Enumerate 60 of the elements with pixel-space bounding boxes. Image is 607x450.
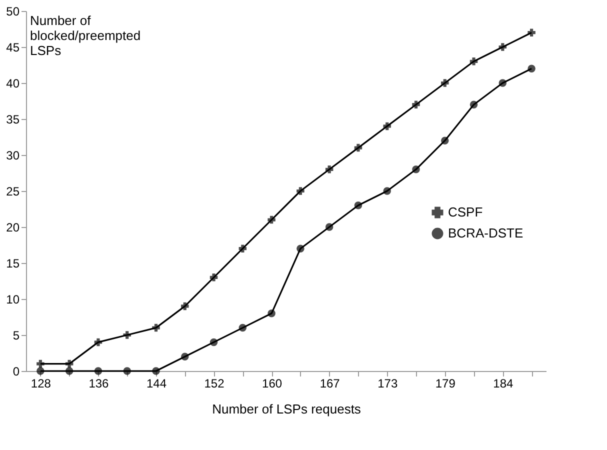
y-tick-label: 45 <box>6 40 20 54</box>
y-tick-label: 50 <box>6 4 20 18</box>
x-tick-label: 173 <box>378 376 398 390</box>
point <box>181 352 189 360</box>
point <box>123 331 131 339</box>
point <box>412 166 420 174</box>
point <box>354 202 362 210</box>
point <box>325 223 334 231</box>
x-tick-label: 128 <box>30 376 52 390</box>
point <box>325 166 334 174</box>
point <box>268 310 276 318</box>
y-tick-label: 10 <box>6 292 20 306</box>
point <box>181 302 189 310</box>
point <box>296 244 304 252</box>
point <box>123 367 131 375</box>
point <box>383 187 391 195</box>
point <box>528 28 536 36</box>
point <box>210 338 218 346</box>
y-tick-label: 5 <box>12 328 20 342</box>
point <box>528 64 536 72</box>
x-tick-label: 179 <box>435 376 456 390</box>
point <box>94 367 102 375</box>
y-tick-label: 0 <box>12 364 20 378</box>
x-tick-label: 184 <box>493 376 514 390</box>
y-tick-label: 15 <box>6 256 20 270</box>
y-tick-label: 40 <box>6 76 20 90</box>
x-tick-label: 167 <box>320 376 340 390</box>
legend-label: BCRA-DSTE <box>448 226 524 240</box>
point <box>36 360 44 368</box>
x-tick-label: 144 <box>146 376 167 390</box>
point <box>470 58 478 66</box>
y-tick-label: 25 <box>6 184 20 198</box>
x-tick-label: 136 <box>88 376 110 390</box>
point <box>441 79 449 87</box>
legend-label: CSPF <box>448 204 483 220</box>
point <box>354 144 362 152</box>
point <box>498 43 507 51</box>
point <box>36 367 44 375</box>
point <box>152 324 160 332</box>
y-tick-label: 20 <box>6 220 20 234</box>
point <box>94 338 102 346</box>
point <box>296 187 304 195</box>
point <box>238 244 247 252</box>
point <box>412 100 420 108</box>
point <box>441 136 449 144</box>
point <box>268 216 276 224</box>
x-tick-label: 152 <box>204 376 225 390</box>
y-tick-label: 30 <box>6 148 20 162</box>
point <box>210 274 218 282</box>
y-axis-title: Number of blocked/preempted LSPs <box>30 13 141 58</box>
point <box>65 360 74 368</box>
point <box>152 367 160 375</box>
point <box>65 367 74 375</box>
point <box>383 122 391 130</box>
point <box>238 324 247 332</box>
point <box>470 100 478 108</box>
x-axis-title: Number of LSPs requests <box>212 402 362 416</box>
x-tick-label: 160 <box>262 376 282 390</box>
y-tick-label: 35 <box>6 112 20 126</box>
point <box>498 79 507 87</box>
